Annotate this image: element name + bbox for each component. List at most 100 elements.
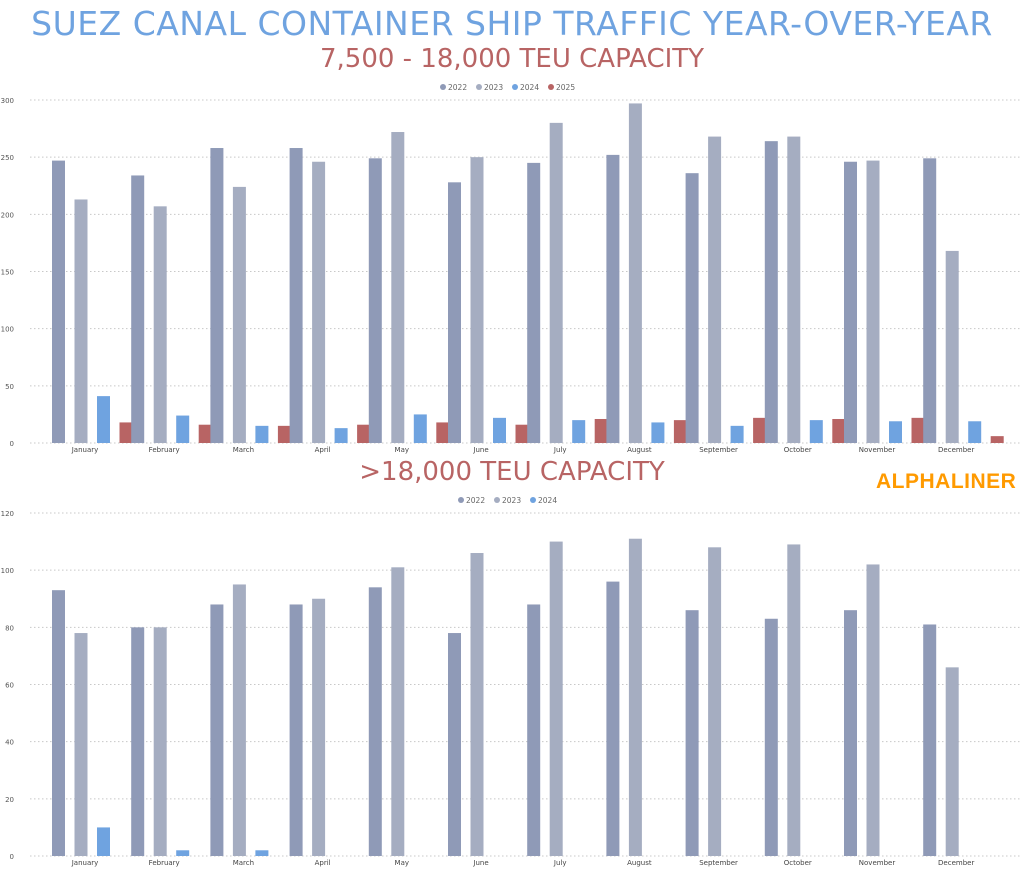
bar-2023-november <box>866 160 880 443</box>
y-tick-label: 80 <box>5 624 14 632</box>
bar-2025-november <box>911 417 925 443</box>
bar-2022-august <box>606 154 620 443</box>
bar-2023-april <box>312 598 326 856</box>
bar-2025-august <box>673 420 687 443</box>
x-tick-label: April <box>315 859 331 867</box>
legend-label-2023: 2023 <box>484 83 503 92</box>
bar-2023-may <box>391 567 405 856</box>
bar-2022-may <box>368 587 382 856</box>
x-tick-label: October <box>784 859 812 867</box>
bar-2023-september <box>708 136 722 443</box>
chart-1-title: 7,500 - 18,000 TEU CAPACITY <box>319 44 705 74</box>
x-tick-label: August <box>627 859 652 867</box>
bar-2023-march <box>232 186 246 444</box>
y-tick-label: 100 <box>1 326 14 334</box>
bar-2025-september <box>753 417 767 443</box>
bar-2023-november <box>866 564 880 856</box>
main-title: SUEZ CANAL CONTAINER SHIP TRAFFIC YEAR-O… <box>31 4 993 43</box>
x-tick-label: April <box>315 446 331 454</box>
bar-2023-january <box>74 633 88 856</box>
legend-label-2024: 2024 <box>520 83 539 92</box>
bar-2023-june <box>470 157 484 443</box>
y-tick-label: 60 <box>5 682 14 690</box>
x-tick-label: July <box>553 446 567 454</box>
bar-2022-april <box>289 148 303 443</box>
legend-label-2022: 2022 <box>448 83 467 92</box>
y-tick-label: 200 <box>1 211 14 219</box>
chart-2-title: >18,000 TEU CAPACITY <box>359 457 665 487</box>
y-tick-label: 40 <box>5 739 14 747</box>
y-tick-label: 150 <box>1 269 14 277</box>
alphaliner-logo: ALPHALINER <box>876 470 1017 493</box>
bar-2023-may <box>391 132 405 443</box>
bar-2024-may <box>413 414 427 443</box>
x-tick-label: February <box>149 446 180 454</box>
legend-marker-2024 <box>512 84 518 90</box>
bar-2025-december <box>990 436 1004 443</box>
y-tick-label: 100 <box>1 567 14 575</box>
bar-2023-october <box>787 136 801 443</box>
y-tick-label: 300 <box>1 97 14 105</box>
bar-2022-september <box>685 610 699 856</box>
bar-2025-october <box>832 418 846 443</box>
bar-2024-september <box>730 425 744 443</box>
bar-2025-january <box>119 422 133 443</box>
bar-2025-february <box>198 424 212 443</box>
bar-2022-november <box>844 161 857 444</box>
legend-marker-2023 <box>476 84 482 90</box>
x-tick-label: May <box>395 859 409 867</box>
bar-2023-july <box>549 541 563 856</box>
bar-2025-june <box>515 424 529 443</box>
bar-2023-october <box>787 544 801 856</box>
y-tick-label: 50 <box>5 383 14 391</box>
bar-2023-december <box>945 250 959 443</box>
bar-2024-april <box>334 428 348 443</box>
legend-marker-2022 <box>458 497 464 503</box>
x-tick-label: February <box>149 859 180 867</box>
legend-marker-2022 <box>440 84 446 90</box>
y-tick-label: 0 <box>10 853 14 861</box>
legend-marker-2025 <box>548 84 554 90</box>
x-tick-label: March <box>233 859 254 867</box>
legend-marker-2023 <box>494 497 500 503</box>
bar-2024-january <box>97 396 110 443</box>
x-tick-label: December <box>938 446 974 454</box>
bar-2024-june <box>493 417 506 443</box>
x-tick-label: June <box>472 446 488 454</box>
bar-2024-december <box>968 421 982 443</box>
bar-2024-november <box>889 421 902 443</box>
bar-2023-july <box>549 122 563 443</box>
bar-2022-january <box>52 590 65 856</box>
bar-2022-april <box>289 604 303 856</box>
y-tick-label: 250 <box>1 154 14 162</box>
bar-2022-june <box>448 182 461 443</box>
x-tick-label: September <box>699 859 738 867</box>
bar-2022-october <box>764 141 778 443</box>
bar-2023-april <box>312 161 326 444</box>
bar-2022-january <box>52 160 65 443</box>
bar-2024-february <box>176 850 190 856</box>
x-tick-label: November <box>859 859 896 867</box>
bar-2022-december <box>923 624 937 856</box>
bar-2023-february <box>153 627 167 856</box>
bar-2023-march <box>232 584 246 856</box>
bar-2023-december <box>945 667 959 856</box>
bar-2022-july <box>527 162 541 443</box>
bar-2025-may <box>436 422 450 443</box>
bar-2024-august <box>651 422 665 443</box>
bar-2025-april <box>357 424 371 443</box>
legend-label-2023: 2023 <box>502 496 521 505</box>
bar-2024-february <box>176 415 190 443</box>
bar-2024-march <box>255 850 269 856</box>
bar-2023-august <box>628 103 642 444</box>
legend-label-2022: 2022 <box>466 496 485 505</box>
x-tick-label: May <box>395 446 409 454</box>
x-tick-label: July <box>553 859 567 867</box>
bar-2025-march <box>277 425 291 443</box>
x-tick-label: December <box>938 859 974 867</box>
bar-2022-march <box>210 148 224 443</box>
bar-2024-july <box>572 420 586 443</box>
bar-2024-january <box>97 827 110 856</box>
legend-label-2024: 2024 <box>538 496 557 505</box>
